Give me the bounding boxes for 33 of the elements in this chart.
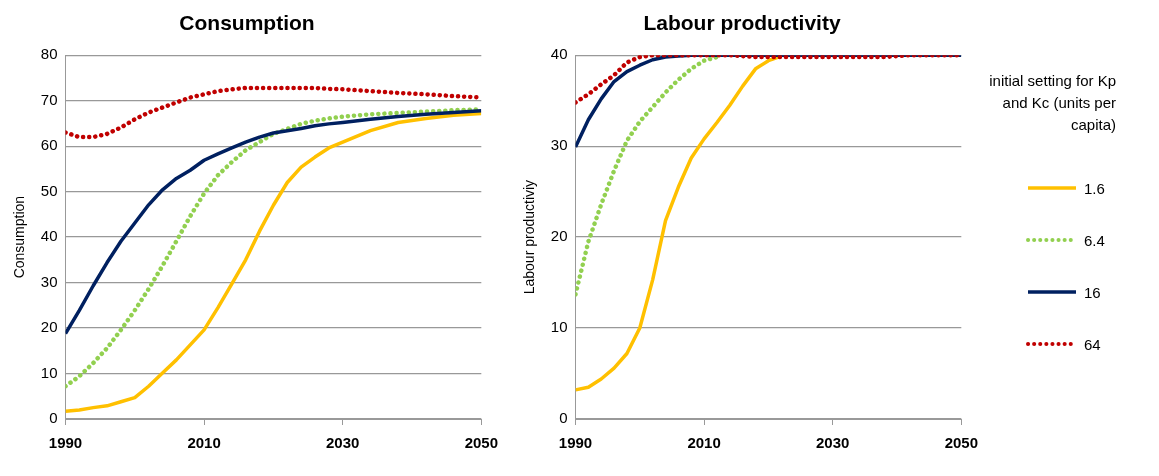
x-tick-label: 2050	[464, 434, 498, 452]
x-tick-label: 2030	[816, 434, 850, 452]
x-tick-label: 1990	[48, 434, 83, 452]
y-tick-label: 0	[559, 409, 568, 427]
legend-label: 6.4	[1084, 231, 1106, 249]
y-tick-label: 60	[40, 136, 58, 154]
line-series	[65, 85, 482, 140]
y-tick-label: 20	[40, 318, 58, 336]
y-tick-label: 0	[49, 409, 58, 427]
x-tick-label: 2010	[187, 434, 221, 452]
y-axis-title: Labour productiviy	[521, 179, 538, 295]
legend-label: 16	[1084, 283, 1102, 301]
chart-title: Consumption	[179, 11, 315, 35]
y-tick-label: 30	[550, 136, 568, 154]
y-tick-label: 20	[550, 227, 568, 245]
line-series	[575, 55, 720, 297]
y-tick-label: 70	[40, 90, 58, 108]
legend-label: 1.6	[1084, 179, 1106, 197]
x-tick-label: 2050	[944, 434, 978, 452]
x-tick-label: 2030	[326, 434, 360, 452]
y-tick-label: 80	[40, 45, 58, 63]
y-tick-label: 30	[40, 272, 58, 290]
x-tick-label: 2010	[687, 434, 721, 452]
legend-title: initial setting for Kp and Kc (units per capita)	[988, 71, 1116, 135]
chart-title: Labour productivity	[643, 11, 841, 35]
y-axis-title: Consumption	[11, 195, 28, 279]
y-tick-label: 10	[550, 318, 568, 336]
y-tick-label: 50	[40, 181, 58, 199]
x-tick-label: 1990	[558, 434, 593, 452]
y-tick-label: 40	[40, 227, 58, 245]
y-tick-label: 40	[550, 45, 568, 63]
y-tick-label: 10	[40, 363, 58, 381]
legend-label: 64	[1084, 335, 1102, 353]
